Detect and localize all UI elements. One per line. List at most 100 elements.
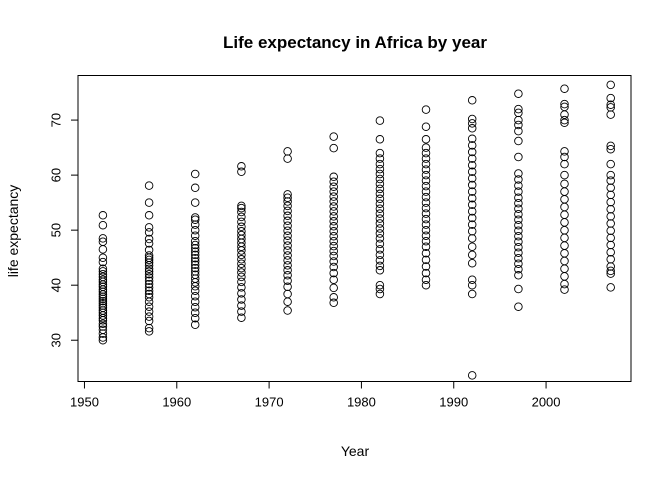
data-point: [237, 212, 246, 222]
data-point: [190, 183, 200, 193]
data-point: [190, 267, 200, 276]
data-point: [421, 275, 431, 284]
x-tick-label: 2000: [532, 395, 561, 410]
data-point: [98, 282, 108, 292]
data-point: [237, 295, 246, 304]
x-tick-label: 1960: [162, 395, 191, 410]
data-point: [606, 240, 615, 250]
data-point: [514, 120, 523, 130]
data-point: [606, 283, 615, 292]
data-point: [421, 105, 431, 114]
data-point: [329, 197, 338, 206]
data-point: [560, 225, 569, 235]
data-point: [283, 201, 292, 211]
data-point: [606, 80, 615, 90]
data-point: [375, 284, 385, 294]
data-point: [329, 262, 338, 272]
data-point: [560, 249, 569, 258]
data-point: [421, 249, 431, 258]
data-point: [329, 182, 338, 191]
data-point: [514, 248, 523, 257]
data-point: [514, 259, 523, 268]
data-point: [237, 207, 246, 217]
data-point: [375, 199, 385, 208]
data-point: [283, 271, 292, 280]
y-tick-label: 70: [49, 113, 64, 127]
data-point: [560, 256, 569, 266]
data-point: [606, 141, 615, 151]
data-point: [514, 136, 523, 146]
data-point: [237, 255, 246, 264]
data-point: [606, 190, 615, 200]
data-point: [144, 198, 154, 207]
data-point: [329, 192, 338, 201]
data-point: [190, 220, 200, 229]
data-point: [98, 275, 108, 284]
data-point: [237, 222, 246, 232]
data-point: [560, 99, 569, 109]
y-axis-label: life expectancy: [5, 185, 21, 278]
data-point: [467, 147, 477, 157]
data-point: [514, 126, 523, 136]
data-point: [375, 184, 385, 194]
data-point: [560, 170, 569, 180]
data-point: [467, 234, 477, 243]
data-point: [329, 217, 338, 226]
data-point: [375, 194, 385, 204]
data-point: [283, 297, 292, 306]
data-point: [237, 201, 246, 211]
data-point: [329, 143, 338, 153]
data-point: [606, 93, 615, 103]
data-point: [467, 114, 477, 124]
data-point: [283, 251, 292, 260]
data-point: [421, 242, 431, 251]
data-point: [237, 162, 246, 171]
data-point: [560, 241, 569, 250]
data-point: [190, 236, 200, 246]
data-point: [98, 329, 108, 338]
data-points: [98, 80, 615, 380]
data-point: [283, 193, 292, 202]
data-point: [329, 236, 338, 246]
data-point: [467, 167, 477, 177]
data-point: [560, 118, 569, 128]
data-point: [144, 264, 154, 273]
x-tick-label: 1970: [255, 395, 284, 410]
data-point: [237, 250, 246, 260]
data-point: [237, 283, 246, 292]
data-point: [514, 253, 523, 263]
data-point: [144, 211, 154, 220]
data-point: [375, 159, 385, 169]
data-point: [190, 198, 200, 207]
data-point: [606, 100, 615, 109]
data-point: [514, 115, 523, 125]
y-axis: 30 40 50 60 70: [49, 113, 79, 347]
data-point: [144, 269, 154, 279]
data-point: [560, 110, 569, 119]
data-point: [237, 167, 246, 177]
data-point: [514, 220, 523, 230]
data-point: [467, 250, 477, 260]
data-point: [283, 197, 292, 206]
data-point: [283, 221, 292, 230]
data-point: [375, 229, 385, 238]
data-point: [329, 257, 338, 266]
data-point: [421, 280, 431, 290]
data-point: [421, 209, 431, 218]
data-point: [144, 276, 154, 286]
data-point: [375, 239, 385, 249]
data-point: [283, 289, 292, 299]
data-point: [144, 245, 154, 255]
data-point: [237, 263, 246, 273]
data-point: [375, 245, 385, 254]
data-point: [467, 280, 477, 290]
data-point: [421, 214, 431, 224]
data-point: [467, 213, 477, 223]
data-point: [98, 245, 108, 254]
data-point: [560, 187, 569, 196]
data-point: [514, 187, 523, 196]
data-point: [237, 230, 246, 240]
data-point: [190, 244, 200, 253]
data-point: [421, 176, 431, 185]
data-point: [375, 179, 385, 189]
